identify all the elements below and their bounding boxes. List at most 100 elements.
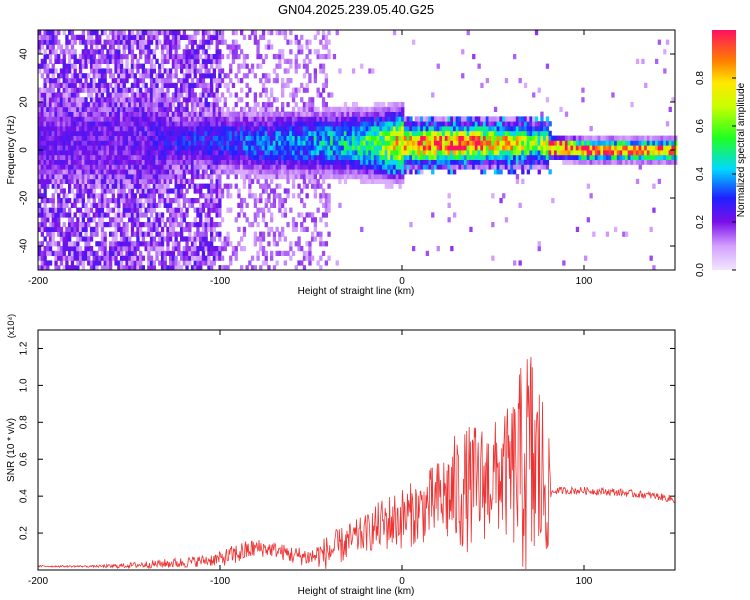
heatmap-cell	[450, 154, 454, 160]
heatmap-cell	[43, 92, 47, 98]
heatmap-cell	[92, 169, 96, 175]
heatmap-cell	[311, 97, 315, 103]
heatmap-cell	[534, 164, 539, 170]
heatmap-cell	[218, 164, 222, 170]
heatmap-cell	[103, 150, 107, 156]
heatmap-cell	[193, 34, 197, 40]
heatmap-cell	[199, 164, 203, 170]
heatmap-cell	[169, 212, 173, 218]
heatmap-cell	[136, 121, 140, 127]
heatmap-cell	[160, 121, 165, 127]
heatmap-cell	[155, 78, 159, 84]
heatmap-cell	[272, 154, 277, 160]
heatmap-cell	[92, 202, 96, 208]
heatmap-cell	[338, 126, 342, 132]
heatmap-cell	[81, 169, 85, 175]
heatmap-cell	[78, 73, 83, 79]
heatmap-cell	[190, 198, 195, 204]
heatmap-cell	[98, 87, 102, 93]
heatmap-cell	[166, 169, 170, 175]
heatmap-cell	[297, 145, 301, 151]
heatmap-cell	[43, 126, 47, 132]
heatmap-cell	[275, 63, 279, 69]
heatmap-cell	[472, 140, 476, 146]
heatmap-cell	[160, 73, 165, 79]
heatmap-cell	[122, 135, 126, 141]
heatmap-cell	[48, 164, 53, 170]
heatmap-cell	[152, 207, 156, 213]
heatmap-cell	[253, 116, 257, 122]
heatmap-cell	[92, 145, 96, 151]
heatmap-cell	[289, 145, 293, 151]
heatmap-cell	[65, 212, 69, 218]
heatmap-cell	[122, 169, 126, 175]
heatmap-cell	[188, 130, 192, 136]
heatmap-cell	[122, 188, 126, 194]
heatmap-cell	[354, 116, 358, 122]
heatmap-cell	[466, 145, 470, 151]
heatmap-cell	[128, 106, 132, 112]
heatmap-cell	[160, 92, 165, 98]
heatmap-cell	[46, 39, 50, 45]
heatmap-cell	[51, 154, 55, 160]
heatmap-cell	[119, 236, 124, 242]
heatmap-cell	[70, 145, 75, 151]
heatmap-cell	[392, 116, 397, 122]
heatmap-cell	[218, 212, 222, 218]
heatmap-cell	[163, 159, 167, 165]
heatmap-cell	[311, 178, 315, 184]
heatmap-cell	[264, 183, 268, 189]
heatmap-cell	[125, 126, 129, 132]
heatmap-cell	[43, 58, 47, 64]
heatmap-cell	[532, 140, 536, 146]
heatmap-cell	[92, 140, 96, 146]
heatmap-cell	[70, 106, 75, 112]
heatmap-cell	[313, 236, 317, 242]
heatmap-cell	[57, 265, 61, 271]
heatmap-cell	[109, 164, 113, 170]
heatmap-cell	[283, 111, 287, 117]
heatmap-cell	[177, 174, 181, 180]
heatmap-cell	[444, 121, 449, 127]
heatmap-cell	[117, 159, 121, 165]
heatmap-cell	[226, 126, 230, 132]
heatmap-cell	[387, 159, 391, 165]
heatmap-cell	[106, 150, 110, 156]
heatmap-cell	[480, 145, 484, 151]
heatmap-cell	[119, 73, 124, 79]
heatmap-cell	[158, 111, 162, 117]
heatmap-cell	[488, 150, 492, 156]
heatmap-cell	[103, 126, 107, 132]
heatmap-cell	[510, 140, 514, 146]
heatmap-cell	[117, 226, 121, 232]
heatmap-cell	[351, 121, 356, 127]
heatmap-cell	[190, 78, 195, 84]
heatmap-cell	[57, 217, 61, 223]
heatmap-cell	[73, 102, 77, 108]
heatmap-cell	[275, 73, 279, 79]
heatmap-cell	[523, 130, 528, 136]
heatmap-cell	[185, 241, 189, 247]
heatmap-cell	[510, 126, 514, 132]
heatmap-cell	[278, 63, 282, 69]
heatmap-cell	[78, 78, 83, 84]
heatmap-cell	[38, 183, 42, 189]
heatmap-cell	[392, 169, 397, 175]
heatmap-cell	[439, 140, 443, 146]
heatmap-cell	[139, 145, 143, 151]
heatmap-cell	[351, 111, 356, 117]
heatmap-cell	[158, 164, 162, 170]
heatmap-cell	[158, 126, 162, 132]
heatmap-cell	[109, 222, 113, 228]
heatmap-cell	[54, 159, 58, 165]
heatmap-cell	[428, 116, 432, 122]
heatmap-cell	[70, 222, 75, 228]
heatmap-cell	[65, 198, 69, 204]
heatmap-cell	[163, 154, 167, 160]
heatmap-cell	[98, 154, 102, 160]
heatmap-cell	[76, 78, 80, 84]
heatmap-cell	[428, 159, 432, 165]
heatmap-cell	[68, 126, 72, 132]
heatmap-cell	[357, 130, 361, 136]
heatmap-cell	[294, 116, 298, 122]
